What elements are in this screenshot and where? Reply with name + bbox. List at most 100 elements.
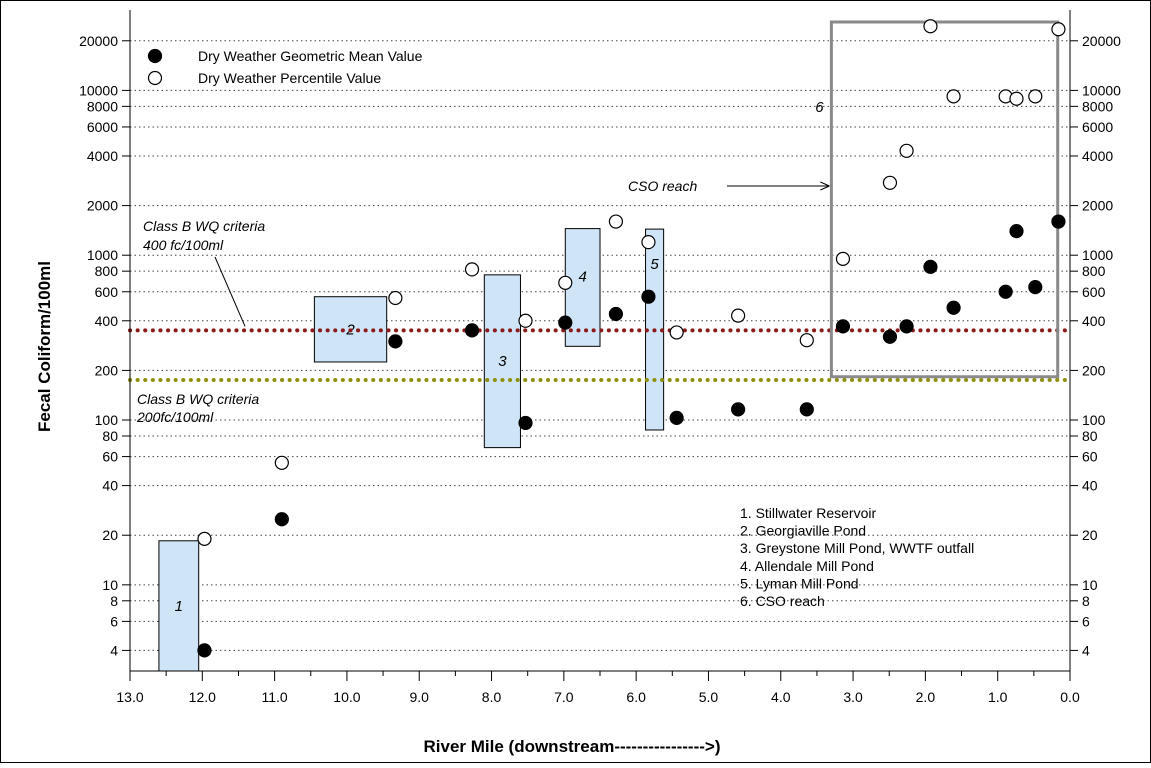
percentile-point-1 [197,531,212,546]
x-tick-label: 9.0 [409,689,429,705]
x-tick-label: 0.0 [1060,689,1080,705]
zone-key: 1. Stillwater Reservoir 2. Georgiaville P… [740,505,974,609]
y-tick-label-right: 800 [1082,263,1106,279]
x-tick-label: 2.0 [916,689,936,705]
y-tick-label-left: 4 [110,642,118,658]
percentile-point-3 [388,290,403,306]
y-tick-label-left: 6 [110,613,118,629]
y-tick-label-right: 60 [1082,449,1098,465]
y-tick-label-left: 400 [95,313,119,329]
percentile-point-16 [946,89,961,104]
y-tick-label-left: 200 [95,362,119,378]
percentile-point-14 [899,143,914,158]
x-axis-title: River Mile (downstream---------------->) [424,737,721,756]
percentile-point-11 [799,333,814,348]
y-tick-label-left: 10 [102,577,118,593]
geomean-point-11 [799,402,814,417]
y-tick-label-left: 20000 [79,33,118,49]
percentile-point-12 [835,251,851,266]
geomean-point-20 [1051,214,1066,229]
legend-label-1: Dry Weather Geometric Mean Value [198,48,423,64]
y-tick-label-right: 2000 [1082,198,1113,214]
zone-key-item-3: 3. Greystone Mill Pond, WWTF outfall [740,540,974,556]
x-tick-label: 10.0 [333,689,360,705]
x-tick-label: 13.0 [116,689,143,705]
y-tick-label-left: 80 [102,428,118,444]
criteria-lines: Class B WQ criteria 400 fc/100ml Class B W… [128,218,1072,425]
y-tick-label-right: 10000 [1082,82,1121,98]
percentile-point-8 [641,235,656,250]
percentile-point-10 [731,308,746,323]
x-tick-label: 7.0 [554,689,574,705]
y-tick-label-left: 20 [102,527,118,543]
geomean-point-17 [998,284,1013,299]
y-tick-label-left: 600 [95,284,119,300]
y-tick-label-right: 4 [1082,642,1090,658]
y-tick-label-right: 20000 [1082,33,1121,49]
geomean-point-15 [923,259,938,274]
zone-box-3 [483,274,521,449]
y-tick-label-right: 80 [1082,428,1098,444]
y-tick-label-right: 100 [1082,412,1106,428]
cso-reach: 6 CSO reach [628,20,1060,379]
y-tick-label-left: 60 [102,449,118,465]
zone-key-item-2: 2. Georgiaville Pond [740,523,866,539]
percentile-point-19 [1028,89,1043,104]
cso-reach-annotation: CSO reach [628,178,697,194]
y-axis-title: Fecal Coliform/100ml [35,261,54,432]
legend-marker-1 [147,48,163,64]
geomean-point-7 [608,306,624,322]
y-tick-label-left: 100 [95,412,119,428]
y-tick-label-left: 800 [95,263,119,279]
y-tick-label-right: 600 [1082,284,1106,300]
legend-label-2: Dry Weather Percentile Value [198,70,381,86]
zone-label-3: 3 [498,353,507,370]
criteria-label-400-line1: Class B WQ criteria [143,218,265,234]
y-tick-label-left: 2000 [87,198,118,214]
geomean-point-14 [899,319,914,334]
zones: 12345 [158,228,665,672]
zone-label-5: 5 [650,256,659,273]
geomean-point-8 [641,289,656,304]
zone-label-1: 1 [175,598,183,615]
x-tick-label: 5.0 [699,689,719,705]
percentile-point-6 [558,275,573,290]
x-tick-label: 8.0 [482,689,502,705]
geomean-point-2 [274,512,289,527]
criteria-label-400-leader [214,256,246,327]
zone-key-item-6: 6. CSO reach [740,593,825,609]
y-tick-label-right: 6000 [1082,119,1113,135]
percentile-point-15 [923,19,938,34]
y-tick-label-right: 10 [1082,577,1098,593]
geomean-point-9 [669,410,684,425]
cso-reach-box [829,20,1060,379]
y-tick-label-left: 8 [110,593,118,609]
y-tick-label-right: 6 [1082,613,1090,629]
y-tick-label-left: 4000 [87,148,118,164]
y-tick-label-left: 8000 [87,98,118,114]
percentile-point-4 [464,262,480,277]
y-tick-label-right: 8000 [1082,98,1113,114]
zone-box-1 [158,540,200,672]
legend-marker-2 [147,70,163,86]
y-tick-label-right: 40 [1082,478,1098,494]
geomean-point-12 [835,319,851,334]
geomean-point-18 [1009,224,1024,239]
percentile-point-7 [608,214,624,229]
geomean-point-10 [731,402,746,417]
criteria-label-200-line2: 200fc/100ml [136,409,214,425]
geomean-point-1 [197,643,212,658]
geomean-point-16 [946,300,961,315]
percentile-point-2 [274,455,289,470]
y-tick-label-left: 1000 [87,247,118,263]
data-points [197,19,1066,658]
geomean-point-3 [388,334,403,349]
x-tick-label: 12.0 [189,689,216,705]
zone-key-item-4: 4. Allendale Mill Pond [740,558,874,574]
y-tick-label-left: 40 [102,478,118,494]
geomean-point-4 [464,323,480,338]
y-tick-label-right: 200 [1082,362,1106,378]
percentile-point-5 [518,313,533,328]
zone-label-4: 4 [578,269,586,286]
